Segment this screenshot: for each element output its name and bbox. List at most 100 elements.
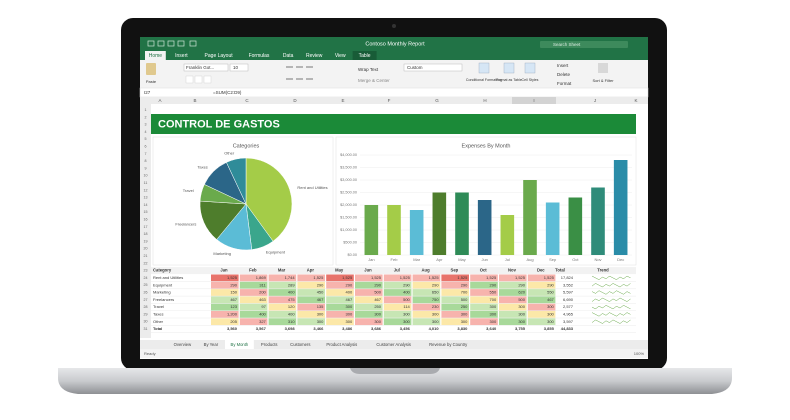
table-cell: 300 [518, 319, 525, 324]
format-button [185, 75, 194, 84]
table-cell: 6,690 [563, 297, 574, 302]
table-cell: 300 [432, 311, 439, 316]
sheet-tab[interactable]: By Month [231, 342, 249, 347]
font-name[interactable]: Franklin Got... [186, 65, 214, 70]
ribbon-button[interactable]: Format as Table [496, 78, 522, 82]
heat-cell [383, 318, 412, 326]
sheet-tab[interactable]: Customers [290, 342, 310, 347]
heat-cell [297, 311, 325, 318]
table-cell: 300 [490, 304, 497, 309]
ribbon-button[interactable]: Wrap Text [358, 67, 379, 72]
ribbon-button[interactable]: Format [557, 81, 572, 86]
ribbon-tab[interactable]: Home [149, 53, 163, 59]
sheet-tab[interactable]: Revenue by Country [429, 342, 468, 347]
ribbon-button[interactable]: Delete [557, 72, 571, 77]
font-size[interactable]: 10 [233, 65, 239, 70]
table-cell: 700 [461, 290, 468, 295]
table-cell: 4,965 [563, 311, 574, 316]
table-cell: 3,640 [486, 326, 497, 331]
row-number: 5 [145, 137, 147, 141]
table-cell: 4,010 [429, 326, 440, 331]
laptop-base [58, 368, 732, 394]
sheet-tab[interactable]: Product Analysis [326, 342, 357, 347]
formula[interactable]: =SUM(C2:D9) [213, 90, 242, 95]
heat-cell [211, 281, 239, 289]
table-cell: 300 [490, 311, 497, 316]
heat-cell [441, 289, 469, 296]
heat-cell [441, 303, 469, 311]
table-cell: 200 [259, 290, 266, 295]
sheet-tab[interactable]: Products [261, 342, 278, 347]
table-cell: 3,855 [544, 326, 555, 331]
row-number: 14 [144, 203, 148, 207]
heat-cell [239, 311, 268, 318]
ribbon-button[interactable]: Cell Styles [522, 78, 539, 82]
heat-cell [268, 281, 297, 289]
ribbon-tab[interactable]: View [335, 53, 346, 59]
row-number: 16 [144, 217, 148, 221]
heat-cell [470, 303, 498, 311]
heat-cell [268, 311, 297, 318]
sheet-tab[interactable]: By Year [204, 342, 219, 347]
row-number: 2 [145, 115, 147, 119]
heat-cell [326, 296, 354, 304]
sheet-banner [151, 114, 636, 134]
heat-cell [470, 296, 498, 304]
heat-cell [326, 311, 354, 318]
table-cell: 44,833 [561, 326, 574, 331]
table-cell: Marketing [153, 290, 171, 295]
table-header-cell: Jul [394, 268, 400, 273]
y-tick-label: $0.00 [347, 253, 357, 257]
sheet-tab[interactable]: Customer Analysis [376, 342, 411, 347]
ribbon-tab[interactable]: Data [283, 53, 294, 59]
ribbon-button[interactable]: Paste [146, 79, 157, 84]
table-cell: 300 [547, 304, 554, 309]
table-cell: 290 [317, 282, 324, 287]
heat-cell [441, 296, 469, 304]
table-cell: 300 [490, 319, 497, 324]
table-cell: 3,686 [371, 326, 382, 331]
search-box[interactable]: Search Sheet [553, 42, 581, 47]
ribbon-tab[interactable]: Page Layout [205, 53, 234, 59]
column-header-bar [140, 97, 648, 104]
selected-column [512, 97, 556, 104]
table-cell: 750 [432, 297, 439, 302]
pie-slice [245, 157, 293, 242]
ribbon-button[interactable]: Conditional Formatting [466, 78, 502, 82]
heat-cell [527, 289, 556, 296]
table-cell: 3,830 [457, 326, 468, 331]
table-cell: 300 [317, 319, 324, 324]
table-cell: 1,200 [227, 311, 238, 316]
table-cell: 467 [230, 297, 237, 302]
paste-icon [146, 63, 156, 75]
style-icon [503, 62, 515, 74]
table-cell: 1,525 [486, 275, 497, 280]
ribbon-button[interactable]: Sort & Filter [592, 78, 614, 83]
x-tick-label: Nov [594, 257, 601, 262]
ribbon-button[interactable]: Insert [557, 63, 569, 68]
ribbon-tab[interactable]: Formulas [249, 53, 270, 59]
ribbon-button[interactable]: Merge & Center [358, 78, 390, 83]
table-cell: 400 [346, 290, 353, 295]
table-cell: 150 [230, 290, 237, 295]
x-tick-label: Dec [617, 257, 624, 262]
sheet-tab[interactable]: Overview [174, 342, 192, 347]
y-tick-label: $4,000.00 [340, 153, 357, 157]
table-header-cell: May [335, 268, 344, 273]
ribbon-tab[interactable]: Review [306, 53, 323, 59]
table-cell: 250 [461, 304, 468, 309]
number-format[interactable]: Custom [407, 65, 423, 70]
table-cell: 300 [346, 319, 353, 324]
sparkline [591, 275, 631, 280]
heat-cell [297, 303, 325, 311]
column-header: C [245, 98, 249, 103]
table-cell: 290 [461, 282, 468, 287]
chart-title: Categories [233, 143, 260, 149]
table-cell: 300 [346, 311, 353, 316]
table-cell: 310 [288, 319, 295, 324]
ribbon-tab[interactable]: Table [359, 53, 371, 59]
ribbon-tab[interactable]: Insert [175, 53, 188, 59]
name-box[interactable]: I27 [144, 90, 151, 95]
table-header-cell: Aug [422, 268, 431, 273]
table-cell: 475 [288, 297, 295, 302]
